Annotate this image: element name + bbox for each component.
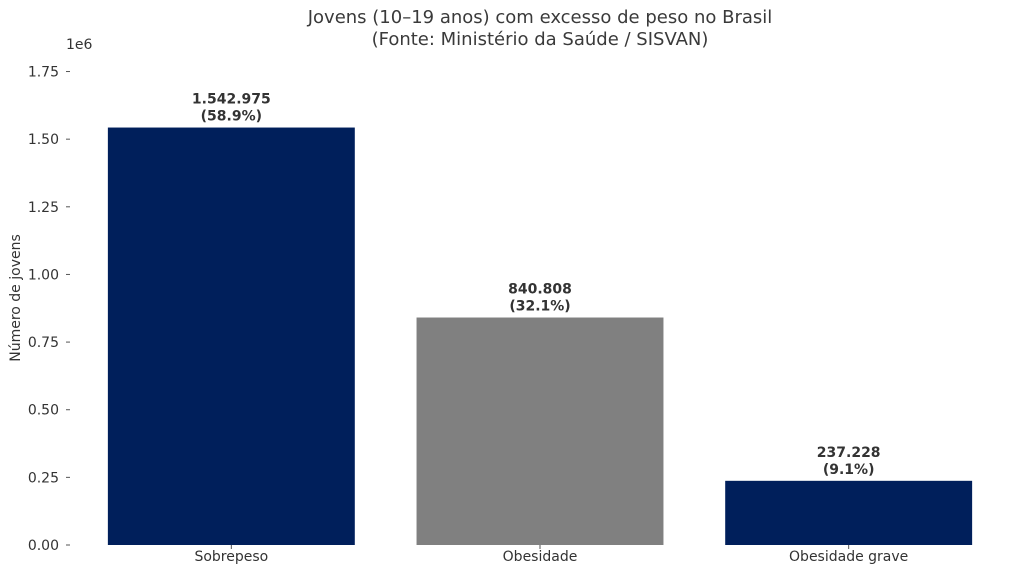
bars: 1.542.975(58.9%) 840.808(32.1%) 237.228(9.… (107, 92, 973, 545)
x-tick-label: Obesidade (503, 549, 578, 565)
y-tick-label: 1.25 (28, 200, 59, 216)
y-axis-label: Número de jovens (8, 234, 24, 362)
y-tick-label: 0.50 (28, 403, 59, 419)
bar-percent-label: (58.9%) (201, 109, 262, 125)
bar-percent-label: (32.1%) (509, 299, 570, 315)
y-tick-label: 0.00 (28, 538, 59, 554)
bar (107, 127, 355, 545)
bar (416, 317, 664, 545)
y-axis-offset-label: 1e6 (66, 37, 93, 53)
y-axis: 0.00 0.25 0.50 0.75 1.00 1.25 1.50 1.75 (28, 65, 70, 554)
x-tick-label: Sobrepeso (194, 549, 268, 565)
bar-value-label: 237.228 (817, 445, 881, 461)
x-axis: Sobrepeso Obesidade Obesidade grave (194, 545, 908, 565)
x-tick-label: Obesidade grave (789, 549, 908, 565)
y-tick-label: 1.50 (28, 132, 59, 148)
y-tick-label: 0.25 (28, 470, 59, 486)
bar-value-label: 840.808 (508, 282, 572, 298)
bar-percent-label: (9.1%) (823, 462, 875, 478)
y-tick-label: 0.75 (28, 335, 59, 351)
y-tick-label: 1.00 (28, 267, 59, 283)
chart-title: Jovens (10–19 anos) com excesso de peso … (307, 7, 773, 28)
chart-subtitle: (Fonte: Ministério da Saúde / SISVAN) (372, 29, 709, 50)
y-tick-label: 1.75 (28, 65, 59, 81)
bar-value-label: 1.542.975 (192, 92, 271, 108)
bar (725, 480, 973, 545)
